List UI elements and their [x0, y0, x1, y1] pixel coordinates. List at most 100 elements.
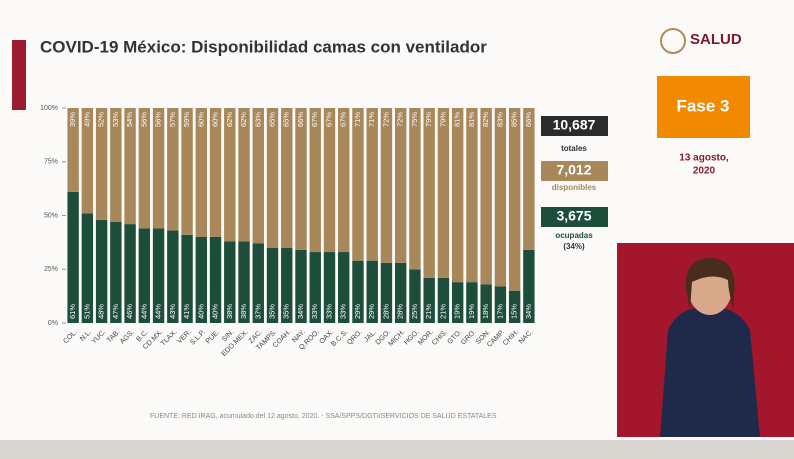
bar-segment	[124, 108, 136, 225]
value-label: 60%	[196, 112, 205, 127]
bar-segment	[209, 237, 222, 323]
bar-segment	[67, 108, 79, 192]
value-label: 62%	[239, 112, 248, 127]
value-label: 61%	[68, 304, 77, 319]
bar-segment	[395, 262, 407, 323]
value-label: 49%	[82, 112, 91, 127]
value-label: 35%	[282, 304, 291, 319]
occupied-label: ocupadas	[555, 231, 593, 240]
video-feed	[617, 243, 794, 437]
bar-segment	[480, 284, 492, 323]
value-label: 17%	[495, 304, 504, 319]
value-label: 59%	[182, 112, 191, 127]
bar-segment	[209, 108, 222, 237]
logo-seal	[660, 28, 686, 54]
value-label: 18%	[481, 304, 490, 319]
bar-segment	[195, 108, 207, 237]
value-label: 56%	[154, 112, 163, 127]
bar-segment	[238, 241, 250, 323]
value-label: 48%	[97, 304, 106, 319]
bar-segment	[238, 108, 250, 242]
bar-segment	[309, 252, 321, 323]
value-label: 52%	[97, 112, 106, 127]
bar-segment	[167, 230, 179, 323]
bar-segment	[380, 108, 393, 263]
chart-title: COVID-19 México: Disponibilidad camas co…	[40, 37, 487, 56]
y-tick-label: 0%	[48, 320, 58, 327]
value-label: 33%	[339, 304, 348, 319]
bar-segment	[266, 108, 279, 248]
y-tick-label: 100%	[40, 105, 58, 112]
occupied-pct: (34%)	[563, 242, 585, 251]
value-label: 51%	[82, 304, 91, 319]
bar-segment	[124, 224, 136, 323]
value-label: 81%	[453, 112, 462, 127]
value-label: 34%	[296, 304, 305, 319]
bar-segment	[451, 282, 464, 323]
y-tick-label: 75%	[44, 159, 58, 166]
bar-segment	[451, 108, 464, 283]
bar-segment	[423, 108, 435, 278]
date: 2020	[693, 166, 716, 177]
value-label: 66%	[296, 112, 305, 127]
bar-segment	[181, 108, 193, 235]
bar-segment	[480, 108, 492, 285]
value-label: 19%	[453, 304, 462, 319]
interpreter-body	[660, 307, 760, 437]
value-label: 62%	[225, 112, 234, 127]
bar-segment	[224, 241, 236, 323]
bar-segment	[338, 108, 350, 253]
phase: Fase 3	[677, 96, 730, 115]
bar-segment	[409, 269, 421, 323]
value-label: 67%	[339, 112, 348, 127]
value-label: 57%	[168, 112, 177, 127]
value-label: 34%	[524, 304, 533, 319]
date: 13 agosto,	[679, 153, 729, 164]
occupied: 3,675	[556, 208, 591, 224]
value-label: 29%	[367, 304, 376, 319]
value-label: 37%	[253, 304, 262, 319]
bar-segment	[323, 108, 336, 253]
y-tick-label: 25%	[44, 266, 58, 273]
value-label: 35%	[267, 304, 276, 319]
bar-segment	[423, 277, 435, 323]
bar-segment	[523, 108, 535, 250]
value-label: 66%	[524, 112, 533, 127]
y-tick-label: 50%	[44, 212, 58, 219]
value-label: 28%	[396, 304, 405, 319]
bar-segment	[81, 108, 94, 214]
occupied-box	[541, 207, 608, 227]
brand: SALUD	[690, 31, 742, 48]
bar-segment	[437, 108, 450, 278]
total-label: totales	[561, 144, 587, 153]
value-label: 44%	[139, 304, 148, 319]
value-label: 83%	[495, 112, 504, 127]
value-label: 33%	[310, 304, 319, 319]
value-label: 44%	[154, 304, 163, 319]
value-label: 71%	[367, 112, 376, 127]
bar-segment	[508, 108, 521, 291]
bar-segment	[95, 219, 108, 323]
bar-segment	[67, 191, 79, 323]
total: 10,687	[553, 117, 596, 133]
available-box	[541, 161, 608, 181]
value-label: 21%	[438, 304, 447, 319]
bar-segment	[380, 262, 393, 323]
value-label: 82%	[481, 112, 490, 127]
value-label: 39%	[68, 112, 77, 127]
bar-segment	[494, 108, 507, 287]
bar-segment	[437, 277, 450, 323]
value-label: 67%	[324, 112, 333, 127]
available-label: disponibles	[552, 183, 597, 192]
value-label: 72%	[396, 112, 405, 127]
bar-segment	[152, 108, 165, 229]
bar-segment	[338, 252, 350, 323]
value-label: 41%	[182, 304, 191, 319]
bar-segment	[167, 108, 179, 231]
value-label: 81%	[467, 112, 476, 127]
value-label: 56%	[139, 112, 148, 127]
bar-segment	[110, 108, 122, 222]
bar-segment	[323, 252, 336, 323]
bar-segment	[466, 108, 478, 283]
